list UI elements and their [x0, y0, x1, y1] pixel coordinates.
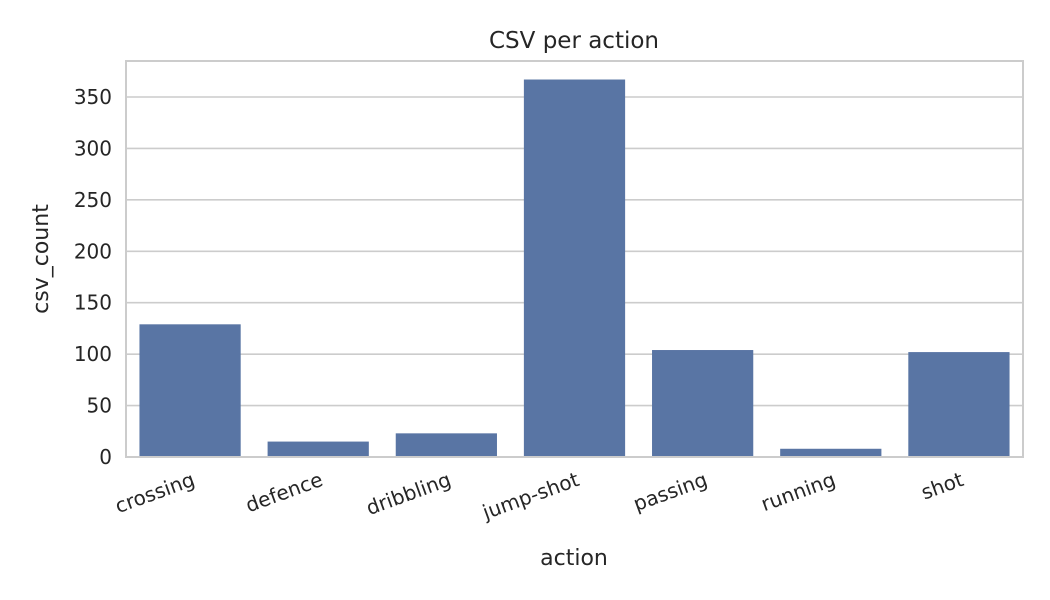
bar-running: [780, 448, 882, 457]
y-tick-label: 150: [74, 291, 112, 315]
bar-defence: [267, 441, 369, 457]
plot-frame: [125, 60, 1024, 458]
y-tick-label: 300: [74, 136, 112, 160]
x-axis-label: action: [540, 546, 608, 571]
bar-passing: [652, 350, 754, 457]
bar-dribbling: [395, 433, 497, 457]
bar-shot: [908, 352, 1010, 457]
y-tick-label: 200: [74, 239, 112, 263]
bar-jump-shot: [523, 79, 626, 457]
y-tick-label: 50: [87, 394, 112, 418]
chart-title: CSV per action: [489, 28, 659, 54]
y-tick-label: 350: [74, 85, 112, 109]
y-tick-label: 100: [74, 342, 112, 366]
bars: [139, 79, 1010, 457]
y-tick-label: 0: [99, 445, 112, 469]
bar-crossing: [139, 324, 241, 457]
y-axis-label: csv_count: [29, 204, 54, 314]
y-tick-labels: 0 50 100 150 200 250 300 350: [74, 85, 112, 469]
y-tick-label: 250: [74, 188, 112, 212]
